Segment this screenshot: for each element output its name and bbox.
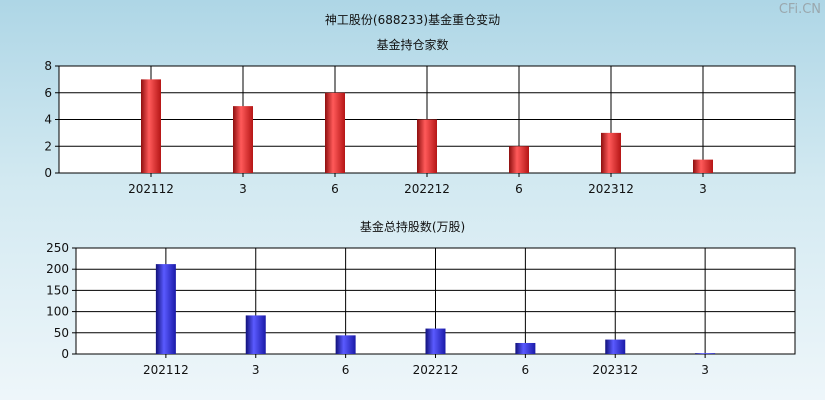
- shares-ytick-label: 150: [46, 283, 69, 297]
- chart-title-shares: 基金总持股数(万股): [359, 220, 466, 234]
- holders-xtick-label: 202112: [128, 182, 174, 196]
- holders-xtick-label: 202312: [588, 182, 634, 196]
- holders-bar: [141, 79, 161, 173]
- shares-bar: [425, 328, 446, 354]
- shares-ytick-label: 0: [61, 347, 69, 361]
- shares-bar: [695, 353, 716, 354]
- shares-ytick-label: 200: [46, 262, 69, 276]
- shares-bar: [335, 335, 356, 354]
- shares-ytick-label: 100: [46, 305, 69, 319]
- holders-ytick-label: 4: [44, 113, 52, 127]
- holders-bar: [509, 146, 529, 173]
- holders-xtick-label: 6: [515, 182, 523, 196]
- shares-bar: [515, 342, 536, 354]
- holders-bar: [601, 132, 621, 173]
- shares-xtick-label: 6: [522, 363, 530, 377]
- holders-ytick-label: 0: [44, 166, 52, 180]
- shares-xtick-label: 3: [701, 363, 709, 377]
- page-title: 神工股份(688233)基金重仓变动: [324, 13, 501, 27]
- shares-bar: [155, 264, 176, 354]
- holders-ytick-label: 8: [44, 59, 52, 73]
- shares-ytick-label: 250: [46, 241, 69, 255]
- holders-xtick-label: 3: [699, 182, 707, 196]
- shares-xtick-label: 202212: [413, 363, 459, 377]
- holders-xtick-label: 6: [331, 182, 339, 196]
- shares-xtick-label: 202112: [143, 363, 189, 377]
- holders-ytick-label: 6: [44, 86, 52, 100]
- holders-bar: [417, 119, 437, 173]
- shares-xtick-label: 6: [342, 363, 350, 377]
- brand-logo: CFi.CN: [778, 2, 821, 17]
- shares-bar: [605, 339, 626, 354]
- shares-ytick-label: 50: [54, 326, 69, 340]
- chart-title-holders: 基金持仓家数: [376, 38, 449, 52]
- shares-xtick-label: 3: [252, 363, 260, 377]
- holders-bar: [233, 106, 253, 173]
- holders-ytick-label: 2: [44, 139, 52, 153]
- holders-bar: [693, 159, 713, 173]
- shares-bar: [245, 315, 266, 354]
- holders-bar: [325, 92, 345, 173]
- holders-xtick-label: 3: [239, 182, 247, 196]
- holders-xtick-label: 202212: [404, 182, 450, 196]
- shares-xtick-label: 202312: [592, 363, 638, 377]
